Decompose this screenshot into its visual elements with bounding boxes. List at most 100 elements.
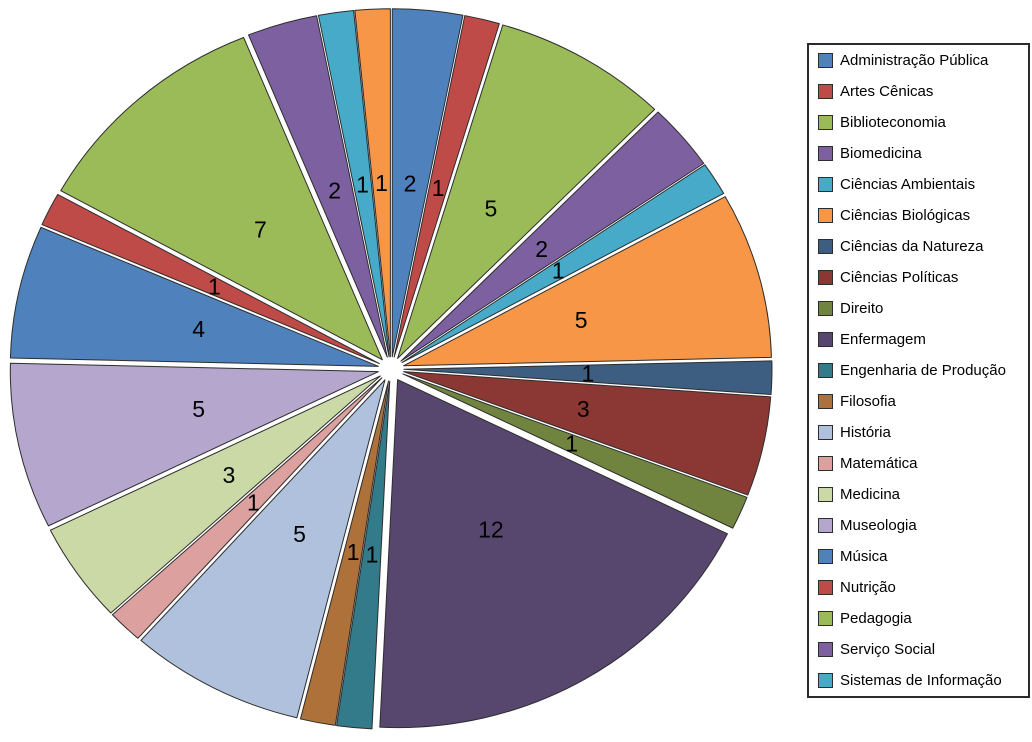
- legend-swatch: [818, 115, 833, 130]
- slice-value-label: 2: [535, 236, 548, 262]
- legend-item: Filosofia: [809, 386, 1028, 417]
- legend-swatch: [818, 146, 833, 161]
- slice-value-label: 1: [565, 430, 578, 456]
- pie-slice: [49, 375, 381, 614]
- pie-slice: [379, 379, 728, 729]
- legend-swatch: [818, 580, 833, 595]
- legend-label: Ciências Políticas: [840, 269, 959, 286]
- slice-value-label: 2: [328, 178, 341, 204]
- legend-swatch: [818, 642, 833, 657]
- legend-item: História: [809, 417, 1028, 448]
- legend-swatch: [818, 53, 833, 68]
- legend-item: Museologia: [809, 510, 1028, 541]
- legend-swatch: [818, 487, 833, 502]
- legend-label: Ciências Biológicas: [840, 207, 971, 224]
- legend-item: Ciências da Natureza: [809, 231, 1028, 262]
- legend-swatch: [818, 208, 833, 223]
- legend-swatch: [818, 332, 833, 347]
- legend-swatch: [818, 301, 833, 316]
- pie-slice: [403, 196, 772, 367]
- legend-label: Medicina: [840, 486, 901, 503]
- legend-item: Administração Pública: [809, 45, 1028, 76]
- legend-item: Música: [809, 541, 1028, 572]
- legend-label: Música: [840, 548, 888, 565]
- slice-value-label: 1: [208, 273, 221, 299]
- legend-item: Serviço Social: [809, 634, 1028, 665]
- legend-label: Biomedicina: [840, 145, 922, 162]
- legend-label: Biblioteconomia: [840, 114, 946, 131]
- legend-swatch: [818, 673, 833, 688]
- pie-slice: [111, 377, 383, 639]
- slice-value-label: 1: [552, 258, 565, 284]
- legend-item: Artes Cênicas: [809, 76, 1028, 107]
- slice-value-label: 1: [366, 541, 379, 567]
- slice-value-label: 5: [293, 521, 306, 547]
- legend-label: Ciências Ambientais: [840, 176, 976, 193]
- pie-slice: [400, 111, 705, 362]
- legend-swatch: [818, 177, 833, 192]
- legend-label: História: [840, 424, 891, 441]
- legend-swatch: [818, 425, 833, 440]
- legend-swatch: [818, 394, 833, 409]
- legend-swatch: [818, 611, 833, 626]
- legend-item: Ciências Biológicas: [809, 200, 1028, 231]
- legend-label: Nutrição: [840, 579, 896, 596]
- legend-swatch: [818, 549, 833, 564]
- legend-swatch: [818, 456, 833, 471]
- pie-slice: [317, 9, 390, 358]
- legend-swatch: [818, 363, 833, 378]
- slice-value-label: 5: [575, 307, 588, 333]
- pie-slice: [299, 380, 389, 726]
- legend-label: Sistemas de Informação: [840, 672, 1002, 689]
- pie-slice: [248, 15, 388, 358]
- legend-swatch: [818, 518, 833, 533]
- legend-item: Biblioteconomia: [809, 107, 1028, 138]
- legend-swatch: [818, 239, 833, 254]
- legend-item: Direito: [809, 293, 1028, 324]
- slice-value-label: 3: [577, 396, 590, 422]
- legend: Administração Pública Artes Cênicas Biblio…: [807, 43, 1030, 698]
- slice-value-label: 4: [192, 316, 205, 342]
- slice-value-label: 1: [375, 170, 388, 196]
- slice-value-label: 7: [254, 217, 267, 243]
- pie-slice: [336, 380, 391, 730]
- pie-slice: [140, 379, 386, 719]
- legend-label: Enfermagem: [840, 331, 926, 348]
- legend-swatch: [818, 84, 833, 99]
- legend-label: Ciências da Natureza: [840, 238, 984, 255]
- pie-slice: [60, 37, 383, 361]
- slice-value-label: 1: [347, 539, 360, 565]
- legend-label: Administração Pública: [840, 52, 989, 69]
- pie-slice: [393, 15, 500, 358]
- pie-slice: [41, 193, 380, 365]
- legend-item: Matemática: [809, 448, 1028, 479]
- legend-label: Artes Cênicas: [840, 83, 934, 100]
- pie-slice: [402, 373, 748, 529]
- slice-value-label: 3: [223, 462, 236, 488]
- legend-label: Matemática: [840, 455, 918, 472]
- legend-item: Enfermagem: [809, 324, 1028, 355]
- slice-value-label: 1: [582, 361, 595, 387]
- legend-label: Pedagogia: [840, 610, 912, 627]
- legend-label: Direito: [840, 300, 884, 317]
- legend-item: Ciências Ambientais: [809, 169, 1028, 200]
- legend-item: Engenharia de Produção: [809, 355, 1028, 386]
- legend-item: Medicina: [809, 479, 1028, 510]
- slice-value-label: 1: [247, 489, 260, 515]
- pie-slice: [391, 8, 464, 358]
- pie-slice: [9, 362, 379, 527]
- legend-item: Pedagogia: [809, 603, 1028, 634]
- slice-value-label: 1: [432, 175, 445, 201]
- pie-slice: [401, 164, 725, 364]
- pie-slice: [403, 360, 773, 395]
- slice-value-label: 5: [192, 396, 205, 422]
- pie-slice: [403, 371, 772, 496]
- slice-value-label: 1: [356, 172, 369, 198]
- slice-value-label: 12: [478, 517, 504, 543]
- pie-slice: [397, 24, 656, 359]
- legend-item: Nutrição: [809, 572, 1028, 603]
- legend-label: Engenharia de Produção: [840, 362, 1006, 379]
- legend-swatch: [818, 270, 833, 285]
